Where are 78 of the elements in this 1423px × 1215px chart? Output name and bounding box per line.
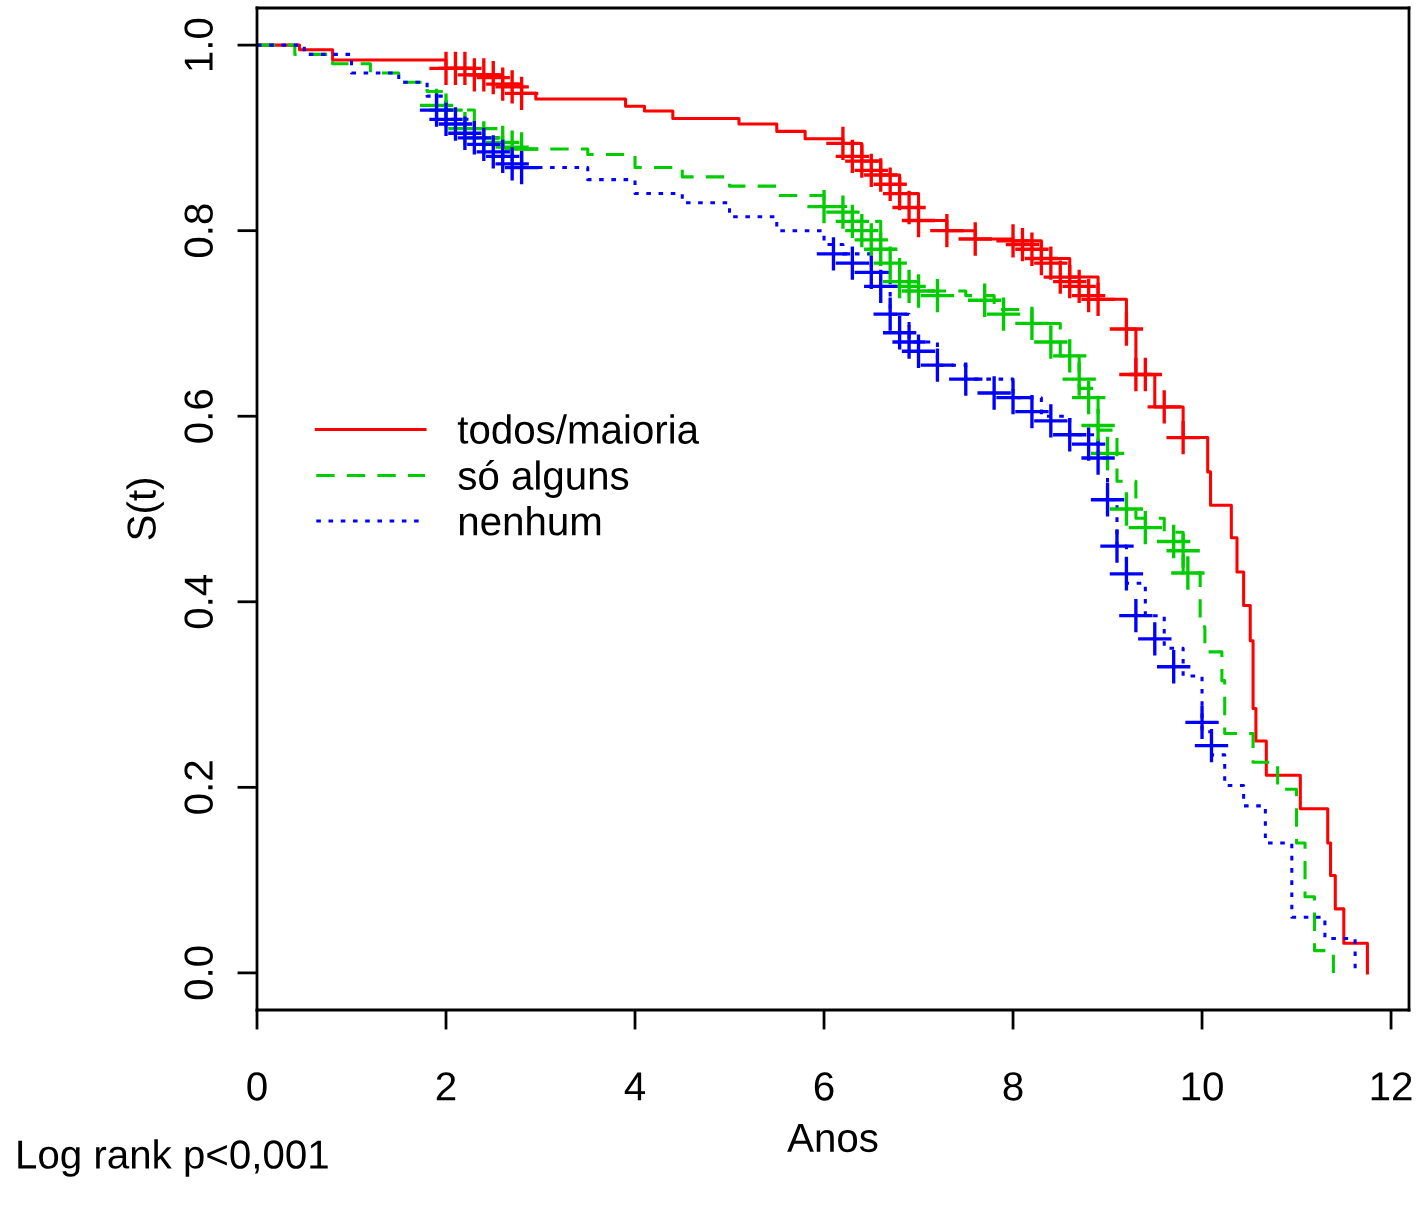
- x-tick-label: 12: [1371, 1072, 1412, 1101]
- point: [1147, 390, 1181, 424]
- point: [495, 147, 529, 181]
- point: [1128, 510, 1162, 545]
- point: [892, 325, 926, 359]
- point: [986, 297, 1021, 331]
- point: [1090, 483, 1125, 517]
- point: [892, 190, 926, 225]
- point: [1194, 728, 1229, 763]
- legend-label: só alguns: [458, 459, 629, 498]
- y-tick-label: 0.2: [184, 761, 213, 814]
- point: [1053, 418, 1087, 452]
- point: [1071, 381, 1106, 415]
- point: [826, 126, 860, 161]
- point: [1034, 404, 1068, 438]
- point: [1166, 534, 1200, 568]
- point: [845, 144, 879, 178]
- point: [1081, 282, 1115, 316]
- point: [1062, 362, 1096, 396]
- legend-label: todos/maioria: [457, 414, 700, 444]
- y-tick-label: 0.8: [184, 204, 213, 258]
- point: [495, 70, 529, 104]
- point: [457, 121, 492, 155]
- point: [1157, 650, 1191, 684]
- point: [1185, 705, 1219, 740]
- point: [930, 214, 964, 248]
- point: [1015, 306, 1049, 341]
- point: [1128, 357, 1162, 392]
- x-tick-label: 2: [436, 1072, 456, 1101]
- point: [958, 222, 992, 256]
- point: [1015, 394, 1049, 429]
- point: [873, 297, 907, 331]
- point: [1166, 420, 1200, 455]
- point: [1081, 441, 1115, 475]
- point: [1171, 556, 1205, 590]
- x-tick-label: 6: [814, 1072, 834, 1101]
- point: [1053, 339, 1087, 373]
- point: [1109, 557, 1144, 591]
- point: [901, 334, 936, 368]
- x-tick-label: 8: [1003, 1072, 1023, 1101]
- x-axis-title: Anos: [787, 1124, 878, 1153]
- text: Log rank p<0,001: [18, 1139, 328, 1177]
- point: [1043, 260, 1077, 294]
- x-tick-label: 0: [247, 1072, 267, 1101]
- point: [873, 246, 907, 280]
- point: [1119, 599, 1153, 633]
- y-tick-label: 0.6: [184, 389, 213, 443]
- point: [968, 283, 1002, 317]
- x-tick-label: 10: [1182, 1072, 1223, 1101]
- point: [816, 237, 851, 271]
- point: [977, 376, 1011, 410]
- point: [504, 150, 539, 185]
- y-axis-title: S(t): [126, 479, 164, 540]
- point: [1109, 492, 1144, 526]
- point: [996, 381, 1030, 415]
- y-tick-label: 1.0: [184, 18, 213, 71]
- point: [949, 362, 983, 396]
- point: [1109, 312, 1144, 346]
- point: [826, 195, 860, 229]
- point: [901, 274, 936, 308]
- point: [835, 246, 870, 280]
- point: [996, 224, 1030, 258]
- point: [1015, 232, 1049, 266]
- point: [920, 278, 955, 313]
- point: [1100, 529, 1134, 563]
- legend-label: nenhum: [459, 506, 601, 536]
- point: [1081, 408, 1115, 443]
- point: [1138, 622, 1172, 656]
- point: [920, 348, 955, 382]
- point: [504, 76, 539, 111]
- point: [864, 269, 898, 303]
- point: [807, 189, 841, 224]
- point: [901, 203, 936, 238]
- point: [1034, 325, 1068, 359]
- y-tick-label: 0.4: [184, 574, 213, 629]
- point: [448, 51, 482, 85]
- y-tick-label: 0.0: [184, 946, 213, 1000]
- x-tick-label: 4: [624, 1072, 646, 1101]
